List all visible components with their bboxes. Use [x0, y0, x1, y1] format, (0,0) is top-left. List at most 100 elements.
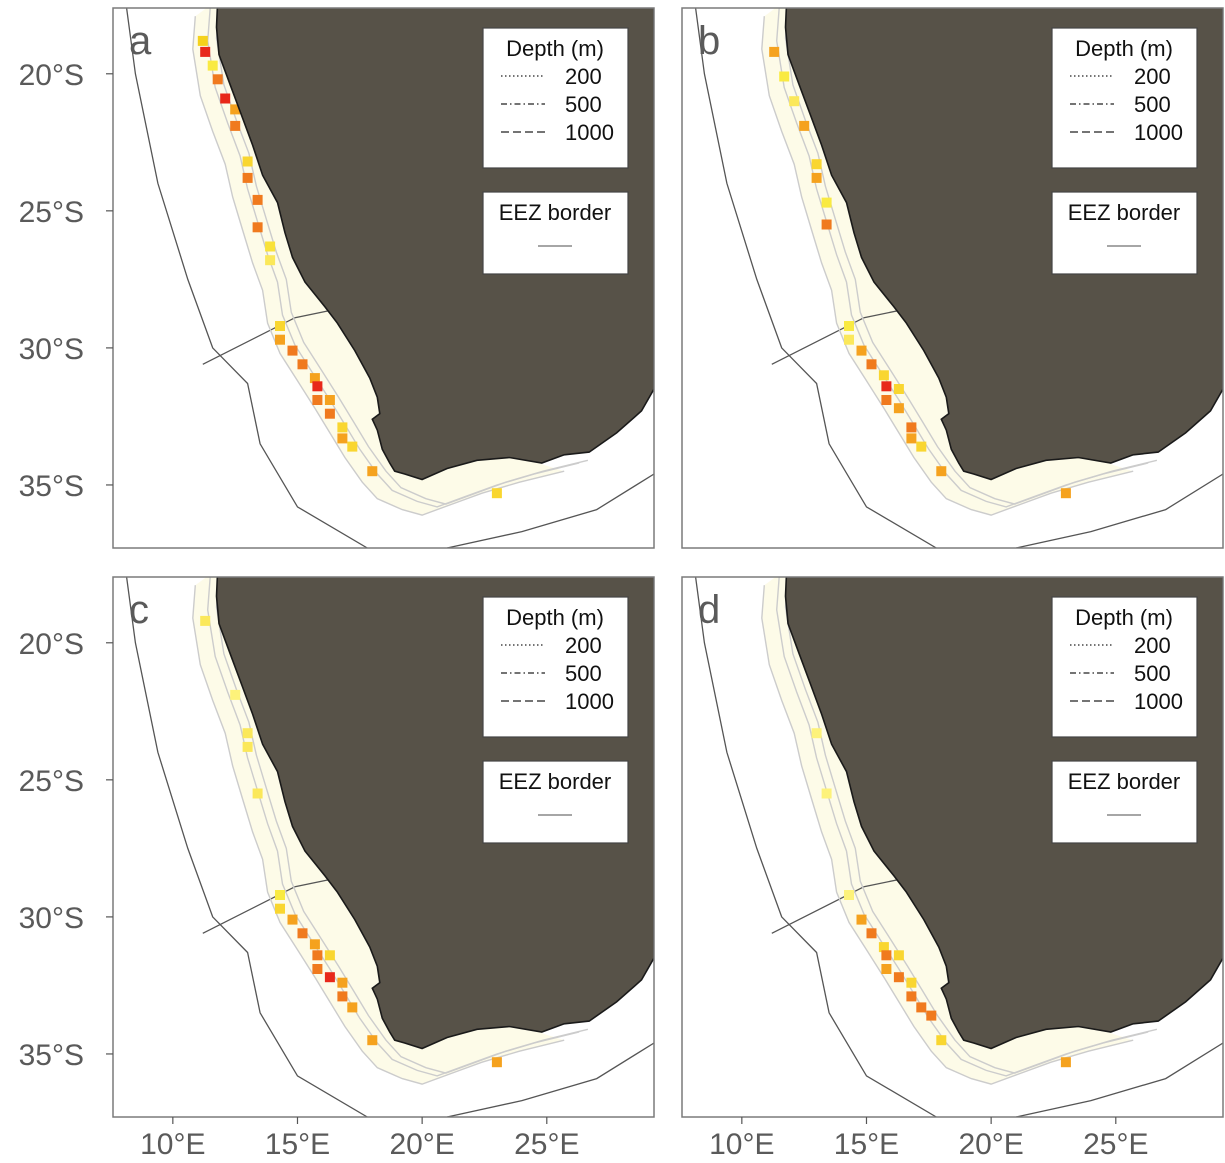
- grid-cell: [230, 689, 241, 700]
- panel-letter: c: [129, 588, 149, 632]
- lat-tick-label: 20°S: [19, 628, 84, 661]
- panel-frame: [681, 576, 1224, 1118]
- grid-cell: [811, 728, 822, 739]
- depth-legend-title: Depth (m): [506, 36, 604, 61]
- grid-cell: [936, 466, 947, 477]
- grid-cell: [275, 334, 285, 345]
- grid-cell: [893, 384, 904, 394]
- map-panel-c: c Depth (m) 200 500 1000 EEZ border: [112, 576, 655, 1118]
- grid-cell: [799, 120, 810, 131]
- depth-legend-value: 1000: [565, 120, 614, 145]
- grid-cell: [242, 741, 253, 752]
- grid-cell: [297, 928, 308, 939]
- grid-cell: [936, 1035, 947, 1046]
- grid-cell: [230, 104, 241, 115]
- panel-letter: b: [698, 19, 720, 63]
- grid-cell: [242, 728, 253, 739]
- grid-cell: [275, 903, 285, 914]
- grid-cell: [844, 321, 854, 331]
- eez-legend-title: EEZ border: [499, 200, 612, 225]
- grid-cell: [367, 466, 378, 477]
- eez-border-line: [446, 473, 654, 548]
- depth-legend-value: 200: [1134, 64, 1171, 89]
- lat-tick-label: 25°S: [19, 196, 84, 229]
- depth-legend-title: Depth (m): [1075, 605, 1173, 630]
- depth-legend-value: 200: [565, 633, 602, 658]
- grid-cell: [287, 914, 298, 925]
- lon-tick-label: 20°E: [958, 1128, 1023, 1161]
- lon-tick-label: 10°E: [140, 1128, 205, 1161]
- map-panel-d: d Depth (m) 200 500 1000 EEZ border: [681, 576, 1224, 1118]
- latitude-axis-bottom: 20°S 25°S 30°S 35°S: [19, 628, 113, 1072]
- eez-legend: EEZ border: [1051, 760, 1198, 844]
- lat-tick-label: 25°S: [19, 765, 84, 798]
- panel-frame: [681, 7, 1224, 549]
- eez-border-line: [694, 577, 937, 1117]
- grid-cell: [197, 35, 208, 46]
- map-panel-a: a Depth (m) 200 500 1000 EEZ border: [112, 7, 655, 549]
- grid-cell: [207, 60, 218, 71]
- depth-legend: Depth (m) 200 500 1000: [1051, 596, 1198, 738]
- grid-cell: [200, 615, 211, 626]
- grid-cell: [1060, 1057, 1071, 1068]
- depth-legend-value: 500: [565, 661, 602, 686]
- eez-border-line: [202, 877, 336, 934]
- eez-legend-title: EEZ border: [499, 769, 612, 794]
- lat-tick-label: 30°S: [19, 333, 84, 366]
- grid-cell: [906, 422, 917, 433]
- grid-cell: [881, 964, 892, 974]
- grid-cell: [275, 890, 285, 900]
- grid-cell: [906, 991, 917, 1002]
- grid-cell: [324, 950, 335, 961]
- depth-contour-1000: [761, 16, 1134, 516]
- grid-cell: [230, 120, 241, 131]
- grid-cell: [252, 194, 263, 205]
- grid-cell: [779, 71, 790, 82]
- lon-tick-label: 20°E: [389, 1128, 454, 1161]
- grid-cell: [275, 321, 285, 331]
- grid-cell: [287, 345, 298, 356]
- grid-cell: [312, 950, 323, 961]
- grid-cell: [220, 93, 231, 104]
- grid-cell: [821, 219, 832, 230]
- grid-cell: [200, 46, 211, 57]
- grid-cell: [265, 241, 276, 252]
- lon-tick-label: 25°E: [514, 1128, 579, 1161]
- panel-letter: a: [129, 19, 152, 63]
- grid-cell: [878, 370, 889, 381]
- grid-cell: [881, 950, 892, 961]
- depth-legend: Depth (m) 200 500 1000: [1051, 27, 1198, 169]
- lon-tick-label: 25°E: [1083, 1128, 1148, 1161]
- lat-tick-label: 35°S: [19, 1039, 84, 1072]
- grid-cell: [312, 964, 323, 974]
- depth-legend: Depth (m) 200 500 1000: [482, 596, 629, 738]
- eez-border-line: [202, 308, 336, 365]
- lon-tick-label: 10°E: [709, 1128, 774, 1161]
- lon-tick-label: 15°E: [834, 1128, 899, 1161]
- grid-cell: [312, 381, 323, 392]
- grid-cell: [324, 408, 335, 419]
- grid-cell: [844, 334, 854, 345]
- grid-cell: [881, 381, 892, 392]
- grid-cell: [337, 422, 348, 433]
- eez-legend-title: EEZ border: [1068, 769, 1181, 794]
- grid-cell: [337, 433, 348, 444]
- grid-cell: [856, 345, 867, 356]
- lon-tick-label: 15°E: [265, 1128, 330, 1161]
- grid-cell: [337, 991, 348, 1002]
- panel-letter: d: [698, 588, 720, 632]
- grid-cell: [893, 403, 904, 414]
- grid-cell: [906, 977, 917, 988]
- depth-legend-value: 1000: [1134, 120, 1183, 145]
- lat-tick-label: 30°S: [19, 902, 84, 935]
- depth-legend-value: 500: [1134, 661, 1171, 686]
- grid-cell: [906, 433, 917, 444]
- grid-cell: [878, 942, 889, 953]
- depth-legend: Depth (m) 200 500 1000: [482, 27, 629, 169]
- grid-cell: [491, 488, 502, 499]
- grid-cell: [916, 1002, 927, 1013]
- grid-cell: [811, 159, 822, 170]
- depth-legend-value: 200: [1134, 633, 1171, 658]
- grid-cell: [252, 222, 263, 233]
- grid-cell: [312, 395, 323, 405]
